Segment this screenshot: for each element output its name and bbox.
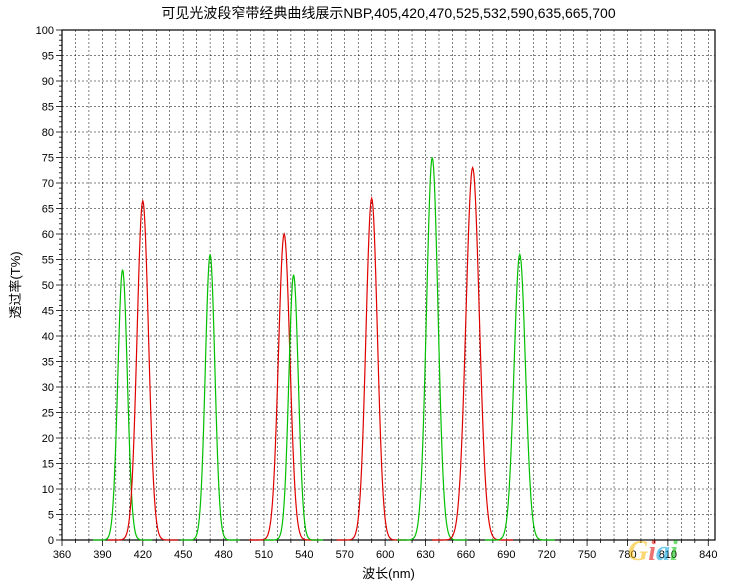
x-tick-label: 540 [295,549,313,561]
x-tick-label: 660 [457,549,475,561]
y-tick-label: 65 [42,204,54,216]
x-tick-label: 630 [416,549,434,561]
chart-container: 可见光波段窄带经典曲线展示NBP,405,420,470,525,532,590… [0,0,730,586]
x-axis-label: 波长(nm) [362,566,415,581]
y-tick-label: 70 [42,178,54,190]
x-tick-label: 750 [578,549,596,561]
y-tick-label: 5 [48,510,54,522]
chart-title: 可见光波段窄带经典曲线展示NBP,405,420,470,525,532,590… [161,5,615,21]
y-tick-label: 15 [42,459,54,471]
y-tick-label: 80 [42,127,54,139]
y-tick-label: 55 [42,255,54,267]
y-tick-label: 35 [42,357,54,369]
transmission-chart-svg: 可见光波段窄带经典曲线展示NBP,405,420,470,525,532,590… [0,0,730,586]
x-tick-label: 510 [255,549,273,561]
y-tick-label: 90 [42,76,54,88]
y-axis-label: 透过率(T%) [8,251,23,318]
y-tick-label: 40 [42,331,54,343]
y-tick-label: 50 [42,280,54,292]
x-tick-label: 690 [497,549,515,561]
y-tick-label: 75 [42,153,54,165]
x-tick-label: 420 [134,549,152,561]
y-tick-label: 45 [42,306,54,318]
y-tick-label: 10 [42,484,54,496]
x-tick-label: 450 [174,549,192,561]
y-tick-label: 100 [36,25,54,37]
y-tick-label: 85 [42,102,54,114]
y-tick-label: 0 [48,535,54,547]
x-tick-label: 840 [699,549,717,561]
x-tick-label: 600 [376,549,394,561]
y-tick-label: 30 [42,382,54,394]
x-tick-label: 360 [53,549,71,561]
y-tick-label: 60 [42,229,54,241]
y-tick-label: 95 [42,51,54,63]
x-tick-label: 570 [336,549,354,561]
x-tick-label: 390 [93,549,111,561]
watermark: Giai [628,536,678,567]
x-tick-label: 480 [214,549,232,561]
y-tick-label: 25 [42,408,54,420]
x-tick-label: 720 [538,549,556,561]
y-tick-label: 20 [42,433,54,445]
